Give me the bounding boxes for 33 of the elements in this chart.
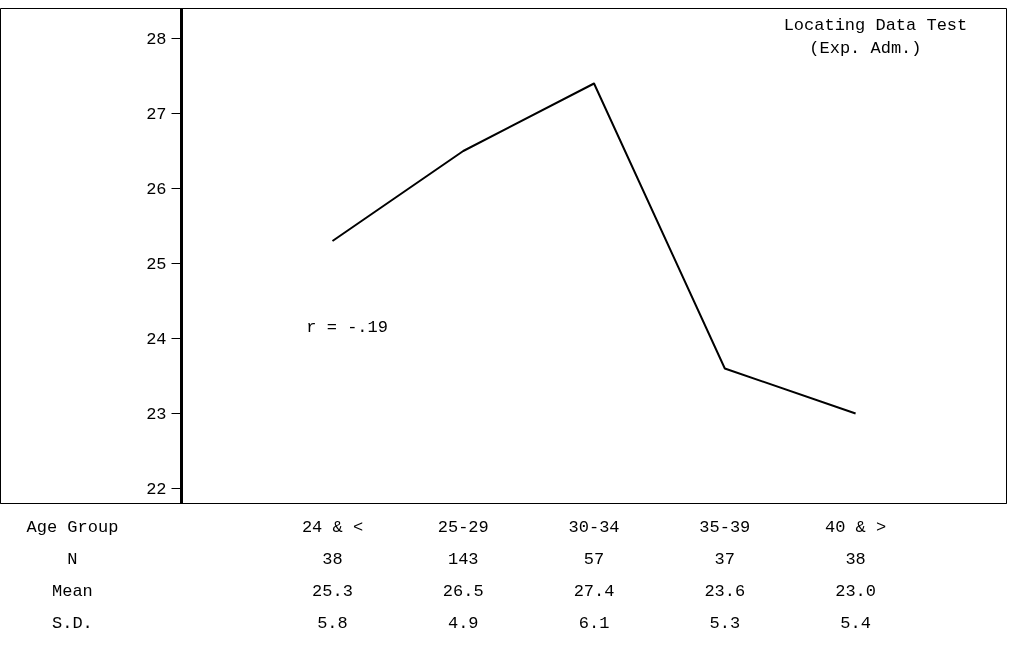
text: N — [67, 549, 78, 569]
x-tick-label: 40 & > — [824, 517, 887, 537]
y-tick-label: 26 — [146, 180, 167, 199]
y-tick-label: 24 — [146, 330, 167, 349]
text: Mean — [52, 581, 93, 601]
data-label: 25.3 — [312, 581, 353, 601]
text: 143 — [447, 549, 479, 569]
x-tick-label: 35-39 — [699, 517, 751, 537]
y-tick-label: 22 — [146, 480, 167, 499]
data-label: 27.4 — [573, 581, 615, 601]
y-tick-label: 23 — [146, 405, 167, 424]
y-tick-label: 27 — [146, 105, 167, 124]
data-label: 23.6 — [704, 581, 746, 601]
annotation: r = -.19 — [306, 317, 388, 337]
text: 37 — [714, 549, 736, 569]
text: 5.8 — [317, 613, 348, 633]
text: 57 — [583, 549, 605, 569]
text: S.D. — [52, 613, 93, 633]
text: 38 — [322, 549, 343, 569]
text: 38 — [845, 549, 866, 569]
x-tick-label: 24 & < — [301, 517, 364, 537]
text: 5.4 — [840, 613, 871, 633]
data-label: 23.0 — [835, 581, 877, 601]
data-label: 26.5 — [442, 581, 484, 601]
text: 6.1 — [578, 613, 610, 633]
text: Locating Data Test (Exp. Adm.) — [783, 16, 968, 58]
x-tick-label: 25-29 — [437, 517, 489, 537]
y-tick-label: 28 — [146, 30, 167, 49]
x-axis-title: Age Group — [26, 517, 119, 537]
text: 4.9 — [447, 613, 479, 633]
text: 5.3 — [709, 613, 741, 633]
x-tick-label: 30-34 — [568, 517, 620, 537]
y-tick-label: 25 — [146, 255, 167, 274]
